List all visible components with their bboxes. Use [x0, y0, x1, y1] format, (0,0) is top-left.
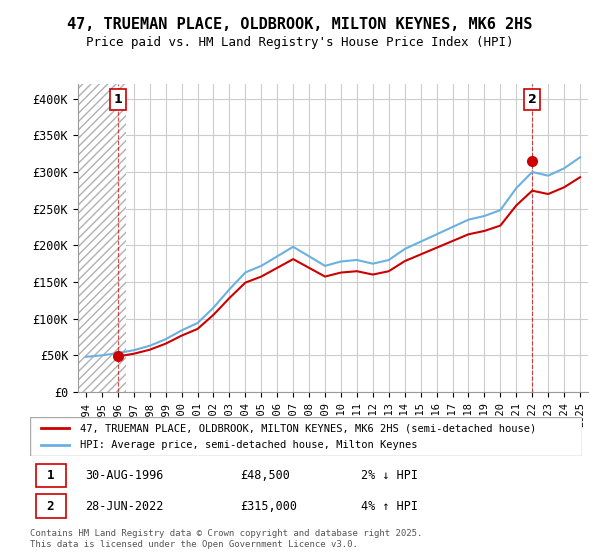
47, TRUEMAN PLACE, OLDBROOK, MILTON KEYNES, MK6 2HS (semi-detached house) [210, 311, 217, 318]
47, TRUEMAN PLACE, OLDBROOK, MILTON KEYNES, MK6 2HS (semi-detached house) [353, 268, 361, 274]
47, TRUEMAN PLACE, OLDBROOK, MILTON KEYNES, MK6 2HS (semi-detached house) [449, 237, 456, 244]
HPI: Average price, semi-detached house, Milton Keynes: (1.99e+03, 4.8e+04): Average price, semi-detached house, Milt… [82, 353, 89, 360]
HPI: Average price, semi-detached house, Milton Keynes: (2.02e+03, 2.78e+05): Average price, semi-detached house, Milt… [512, 185, 520, 192]
47, TRUEMAN PLACE, OLDBROOK, MILTON KEYNES, MK6 2HS (semi-detached house) [512, 202, 520, 209]
Text: 2% ↓ HPI: 2% ↓ HPI [361, 469, 418, 482]
47, TRUEMAN PLACE, OLDBROOK, MILTON KEYNES, MK6 2HS (semi-detached house) [497, 222, 504, 229]
Text: £48,500: £48,500 [240, 469, 290, 482]
47, TRUEMAN PLACE, OLDBROOK, MILTON KEYNES, MK6 2HS (semi-detached house) [146, 347, 154, 353]
47, TRUEMAN PLACE, OLDBROOK, MILTON KEYNES, MK6 2HS (semi-detached house) [481, 227, 488, 234]
Text: 47, TRUEMAN PLACE, OLDBROOK, MILTON KEYNES, MK6 2HS (semi-detached house): 47, TRUEMAN PLACE, OLDBROOK, MILTON KEYN… [80, 423, 536, 433]
HPI: Average price, semi-detached house, Milton Keynes: (2.02e+03, 2.05e+05): Average price, semi-detached house, Milt… [417, 239, 424, 245]
HPI: Average price, semi-detached house, Milton Keynes: (2.02e+03, 2.15e+05): Average price, semi-detached house, Milt… [433, 231, 440, 237]
HPI: Average price, semi-detached house, Milton Keynes: (2e+03, 1.15e+05): Average price, semi-detached house, Milt… [210, 304, 217, 311]
HPI: Average price, semi-detached house, Milton Keynes: (2.01e+03, 1.75e+05): Average price, semi-detached house, Milt… [369, 260, 376, 267]
47, TRUEMAN PLACE, OLDBROOK, MILTON KEYNES, MK6 2HS (semi-detached house) [433, 244, 440, 251]
47, TRUEMAN PLACE, OLDBROOK, MILTON KEYNES, MK6 2HS (semi-detached house) [114, 353, 121, 360]
47, TRUEMAN PLACE, OLDBROOK, MILTON KEYNES, MK6 2HS (semi-detached house) [194, 325, 201, 332]
Text: Price paid vs. HM Land Registry's House Price Index (HPI): Price paid vs. HM Land Registry's House … [86, 36, 514, 49]
HPI: Average price, semi-detached house, Milton Keynes: (2.02e+03, 2.35e+05): Average price, semi-detached house, Milt… [465, 216, 472, 223]
Text: 1: 1 [47, 469, 54, 482]
HPI: Average price, semi-detached house, Milton Keynes: (2e+03, 1.72e+05): Average price, semi-detached house, Milt… [257, 263, 265, 269]
Text: 30-AUG-1996: 30-AUG-1996 [85, 469, 164, 482]
Text: 4% ↑ HPI: 4% ↑ HPI [361, 500, 418, 512]
Text: 2: 2 [47, 500, 54, 512]
Text: 2: 2 [528, 93, 536, 106]
47, TRUEMAN PLACE, OLDBROOK, MILTON KEYNES, MK6 2HS (semi-detached house) [257, 273, 265, 280]
HPI: Average price, semi-detached house, Milton Keynes: (2.02e+03, 2.95e+05): Average price, semi-detached house, Milt… [545, 172, 552, 179]
Line: HPI: Average price, semi-detached house, Milton Keynes: HPI: Average price, semi-detached house,… [86, 157, 580, 357]
47, TRUEMAN PLACE, OLDBROOK, MILTON KEYNES, MK6 2HS (semi-detached house) [242, 279, 249, 286]
47, TRUEMAN PLACE, OLDBROOK, MILTON KEYNES, MK6 2HS (semi-detached house) [162, 340, 169, 347]
47, TRUEMAN PLACE, OLDBROOK, MILTON KEYNES, MK6 2HS (semi-detached house) [545, 190, 552, 197]
47, TRUEMAN PLACE, OLDBROOK, MILTON KEYNES, MK6 2HS (semi-detached house) [305, 264, 313, 271]
HPI: Average price, semi-detached house, Milton Keynes: (2.02e+03, 2.48e+05): Average price, semi-detached house, Milt… [497, 207, 504, 213]
FancyBboxPatch shape [35, 464, 66, 487]
HPI: Average price, semi-detached house, Milton Keynes: (2.02e+03, 2.4e+05): Average price, semi-detached house, Milt… [481, 213, 488, 220]
HPI: Average price, semi-detached house, Milton Keynes: (2.01e+03, 1.95e+05): Average price, semi-detached house, Milt… [401, 246, 409, 253]
47, TRUEMAN PLACE, OLDBROOK, MILTON KEYNES, MK6 2HS (semi-detached house) [401, 258, 409, 264]
47, TRUEMAN PLACE, OLDBROOK, MILTON KEYNES, MK6 2HS (semi-detached house) [465, 231, 472, 237]
HPI: Average price, semi-detached house, Milton Keynes: (2e+03, 5.7e+04): Average price, semi-detached house, Milt… [130, 347, 137, 353]
HPI: Average price, semi-detached house, Milton Keynes: (2.01e+03, 1.85e+05): Average price, semi-detached house, Milt… [274, 253, 281, 260]
Line: 47, TRUEMAN PLACE, OLDBROOK, MILTON KEYNES, MK6 2HS (semi-detached house): 47, TRUEMAN PLACE, OLDBROOK, MILTON KEYN… [118, 178, 580, 356]
HPI: Average price, semi-detached house, Milton Keynes: (2e+03, 9.4e+04): Average price, semi-detached house, Milt… [194, 320, 201, 326]
47, TRUEMAN PLACE, OLDBROOK, MILTON KEYNES, MK6 2HS (semi-detached house) [560, 184, 568, 191]
47, TRUEMAN PLACE, OLDBROOK, MILTON KEYNES, MK6 2HS (semi-detached house) [529, 187, 536, 194]
Text: 28-JUN-2022: 28-JUN-2022 [85, 500, 164, 512]
Text: Contains HM Land Registry data © Crown copyright and database right 2025.
This d: Contains HM Land Registry data © Crown c… [30, 529, 422, 549]
Text: 47, TRUEMAN PLACE, OLDBROOK, MILTON KEYNES, MK6 2HS: 47, TRUEMAN PLACE, OLDBROOK, MILTON KEYN… [67, 17, 533, 32]
HPI: Average price, semi-detached house, Milton Keynes: (2e+03, 8.4e+04): Average price, semi-detached house, Milt… [178, 327, 185, 334]
47, TRUEMAN PLACE, OLDBROOK, MILTON KEYNES, MK6 2HS (semi-detached house) [417, 251, 424, 258]
47, TRUEMAN PLACE, OLDBROOK, MILTON KEYNES, MK6 2HS (semi-detached house) [290, 256, 297, 263]
HPI: Average price, semi-detached house, Milton Keynes: (2e+03, 6.3e+04): Average price, semi-detached house, Milt… [146, 342, 154, 349]
47, TRUEMAN PLACE, OLDBROOK, MILTON KEYNES, MK6 2HS (semi-detached house) [369, 271, 376, 278]
47, TRUEMAN PLACE, OLDBROOK, MILTON KEYNES, MK6 2HS (semi-detached house) [178, 332, 185, 339]
FancyBboxPatch shape [30, 417, 582, 456]
HPI: Average price, semi-detached house, Milton Keynes: (2e+03, 5.3e+04): Average price, semi-detached house, Milt… [114, 350, 121, 357]
HPI: Average price, semi-detached house, Milton Keynes: (2.01e+03, 1.8e+05): Average price, semi-detached house, Milt… [353, 256, 361, 263]
47, TRUEMAN PLACE, OLDBROOK, MILTON KEYNES, MK6 2HS (semi-detached house) [322, 273, 329, 280]
HPI: Average price, semi-detached house, Milton Keynes: (2e+03, 1.4e+05): Average price, semi-detached house, Milt… [226, 286, 233, 293]
47, TRUEMAN PLACE, OLDBROOK, MILTON KEYNES, MK6 2HS (semi-detached house) [385, 268, 392, 274]
47, TRUEMAN PLACE, OLDBROOK, MILTON KEYNES, MK6 2HS (semi-detached house) [577, 174, 584, 181]
HPI: Average price, semi-detached house, Milton Keynes: (2.02e+03, 3e+05): Average price, semi-detached house, Milt… [529, 169, 536, 175]
47, TRUEMAN PLACE, OLDBROOK, MILTON KEYNES, MK6 2HS (semi-detached house) [274, 264, 281, 271]
47, TRUEMAN PLACE, OLDBROOK, MILTON KEYNES, MK6 2HS (semi-detached house) [337, 269, 344, 276]
FancyBboxPatch shape [35, 494, 66, 517]
Text: £315,000: £315,000 [240, 500, 297, 512]
HPI: Average price, semi-detached house, Milton Keynes: (2e+03, 5e+04): Average price, semi-detached house, Milt… [98, 352, 106, 359]
HPI: Average price, semi-detached house, Milton Keynes: (2.02e+03, 3.05e+05): Average price, semi-detached house, Milt… [560, 165, 568, 172]
HPI: Average price, semi-detached house, Milton Keynes: (2e+03, 1.63e+05): Average price, semi-detached house, Milt… [242, 269, 249, 276]
HPI: Average price, semi-detached house, Milton Keynes: (2.01e+03, 1.72e+05): Average price, semi-detached house, Milt… [322, 263, 329, 269]
HPI: Average price, semi-detached house, Milton Keynes: (2.01e+03, 1.98e+05): Average price, semi-detached house, Milt… [290, 244, 297, 250]
47, TRUEMAN PLACE, OLDBROOK, MILTON KEYNES, MK6 2HS (semi-detached house) [226, 295, 233, 301]
HPI: Average price, semi-detached house, Milton Keynes: (2.02e+03, 2.25e+05): Average price, semi-detached house, Milt… [449, 223, 456, 230]
Text: HPI: Average price, semi-detached house, Milton Keynes: HPI: Average price, semi-detached house,… [80, 440, 417, 450]
HPI: Average price, semi-detached house, Milton Keynes: (2.01e+03, 1.85e+05): Average price, semi-detached house, Milt… [305, 253, 313, 260]
47, TRUEMAN PLACE, OLDBROOK, MILTON KEYNES, MK6 2HS (semi-detached house) [130, 351, 137, 357]
HPI: Average price, semi-detached house, Milton Keynes: (2.02e+03, 3.2e+05): Average price, semi-detached house, Milt… [577, 154, 584, 161]
HPI: Average price, semi-detached house, Milton Keynes: (2.01e+03, 1.78e+05): Average price, semi-detached house, Milt… [337, 258, 344, 265]
HPI: Average price, semi-detached house, Milton Keynes: (2e+03, 7.2e+04): Average price, semi-detached house, Milt… [162, 336, 169, 343]
Text: 1: 1 [113, 93, 122, 106]
HPI: Average price, semi-detached house, Milton Keynes: (2.01e+03, 1.8e+05): Average price, semi-detached house, Milt… [385, 256, 392, 263]
